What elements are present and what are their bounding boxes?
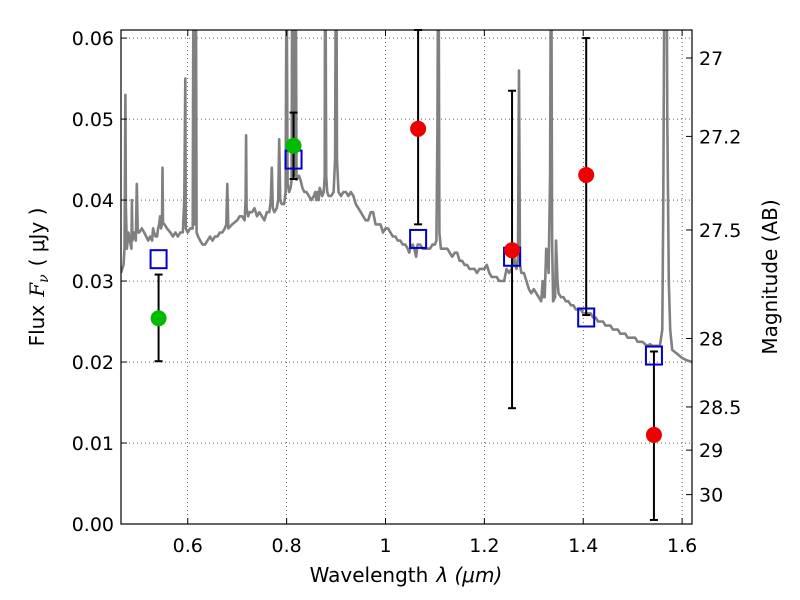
y2-tick-label: 28	[699, 328, 723, 350]
spectrum-layer	[121, 30, 692, 364]
x-tick-label: 1.2	[469, 535, 499, 557]
x-axis-label: Wavelength λ (μm)	[310, 563, 503, 587]
y-tick-label: 0.04	[72, 190, 114, 212]
y2-tick-label: 27.5	[699, 220, 741, 242]
plot-frame	[120, 29, 693, 525]
y2-tick-labels: 27 27.2 27.5 28 28.5 29 30	[699, 48, 741, 507]
x-tick-label: 1	[379, 535, 391, 557]
x-tick-label: 0.8	[272, 535, 302, 557]
y2-tick-label: 27	[699, 48, 723, 70]
model-photometry-square	[149, 249, 168, 270]
y2-tick-label: 28.5	[699, 397, 741, 419]
upper-limit-point	[410, 120, 427, 137]
y-tick-label: 0.00	[72, 514, 114, 536]
y-axis-label-unit: ( μJy )	[25, 208, 49, 267]
spectrum-line	[121, 30, 692, 364]
y2-tick-label: 30	[699, 485, 723, 507]
x-tick-label: 0.6	[173, 535, 203, 557]
y-axis-label-math: F	[25, 282, 49, 298]
y2-tick-label: 29	[699, 440, 723, 462]
model-photometry-square	[577, 307, 596, 328]
y-tick-label: 0.05	[72, 109, 114, 131]
x-axis-label-prefix: Wavelength	[310, 563, 429, 587]
y-tick-label: 0.03	[72, 271, 114, 293]
y2-axis-label: Magnitude (AB)	[758, 199, 782, 354]
y-tick-labels: 0.00 0.01 0.02 0.03 0.04 0.05 0.06	[72, 28, 114, 536]
y-tick-label: 0.02	[72, 352, 114, 374]
x-tick-labels: 0.6 0.8 1 1.2 1.4 1.6	[173, 535, 698, 557]
y-axis-label-prefix: Flux	[25, 305, 49, 347]
upper-limit-point	[504, 242, 521, 259]
detection-point	[285, 137, 302, 154]
y-axis-label: Flux Fν ( μJy )	[25, 208, 52, 347]
upper-limit-point	[645, 426, 662, 443]
model-photometry-square	[644, 345, 663, 366]
y-tick-label: 0.01	[72, 433, 114, 455]
x-tick-label: 1.4	[568, 535, 598, 557]
y-tick-label: 0.06	[72, 28, 114, 50]
y2-tick-label: 27.2	[699, 126, 741, 148]
model-photometry-square	[409, 228, 428, 249]
detection-point	[150, 310, 167, 327]
x-axis-label-math: λ (μm)	[435, 563, 502, 587]
x-tick-label: 1.6	[667, 535, 697, 557]
markers-layer	[149, 120, 663, 443]
plot-area	[121, 30, 692, 524]
upper-limit-point	[578, 166, 595, 183]
y-axis-label-subscript: ν	[36, 274, 52, 283]
tick-marks	[121, 30, 692, 525]
